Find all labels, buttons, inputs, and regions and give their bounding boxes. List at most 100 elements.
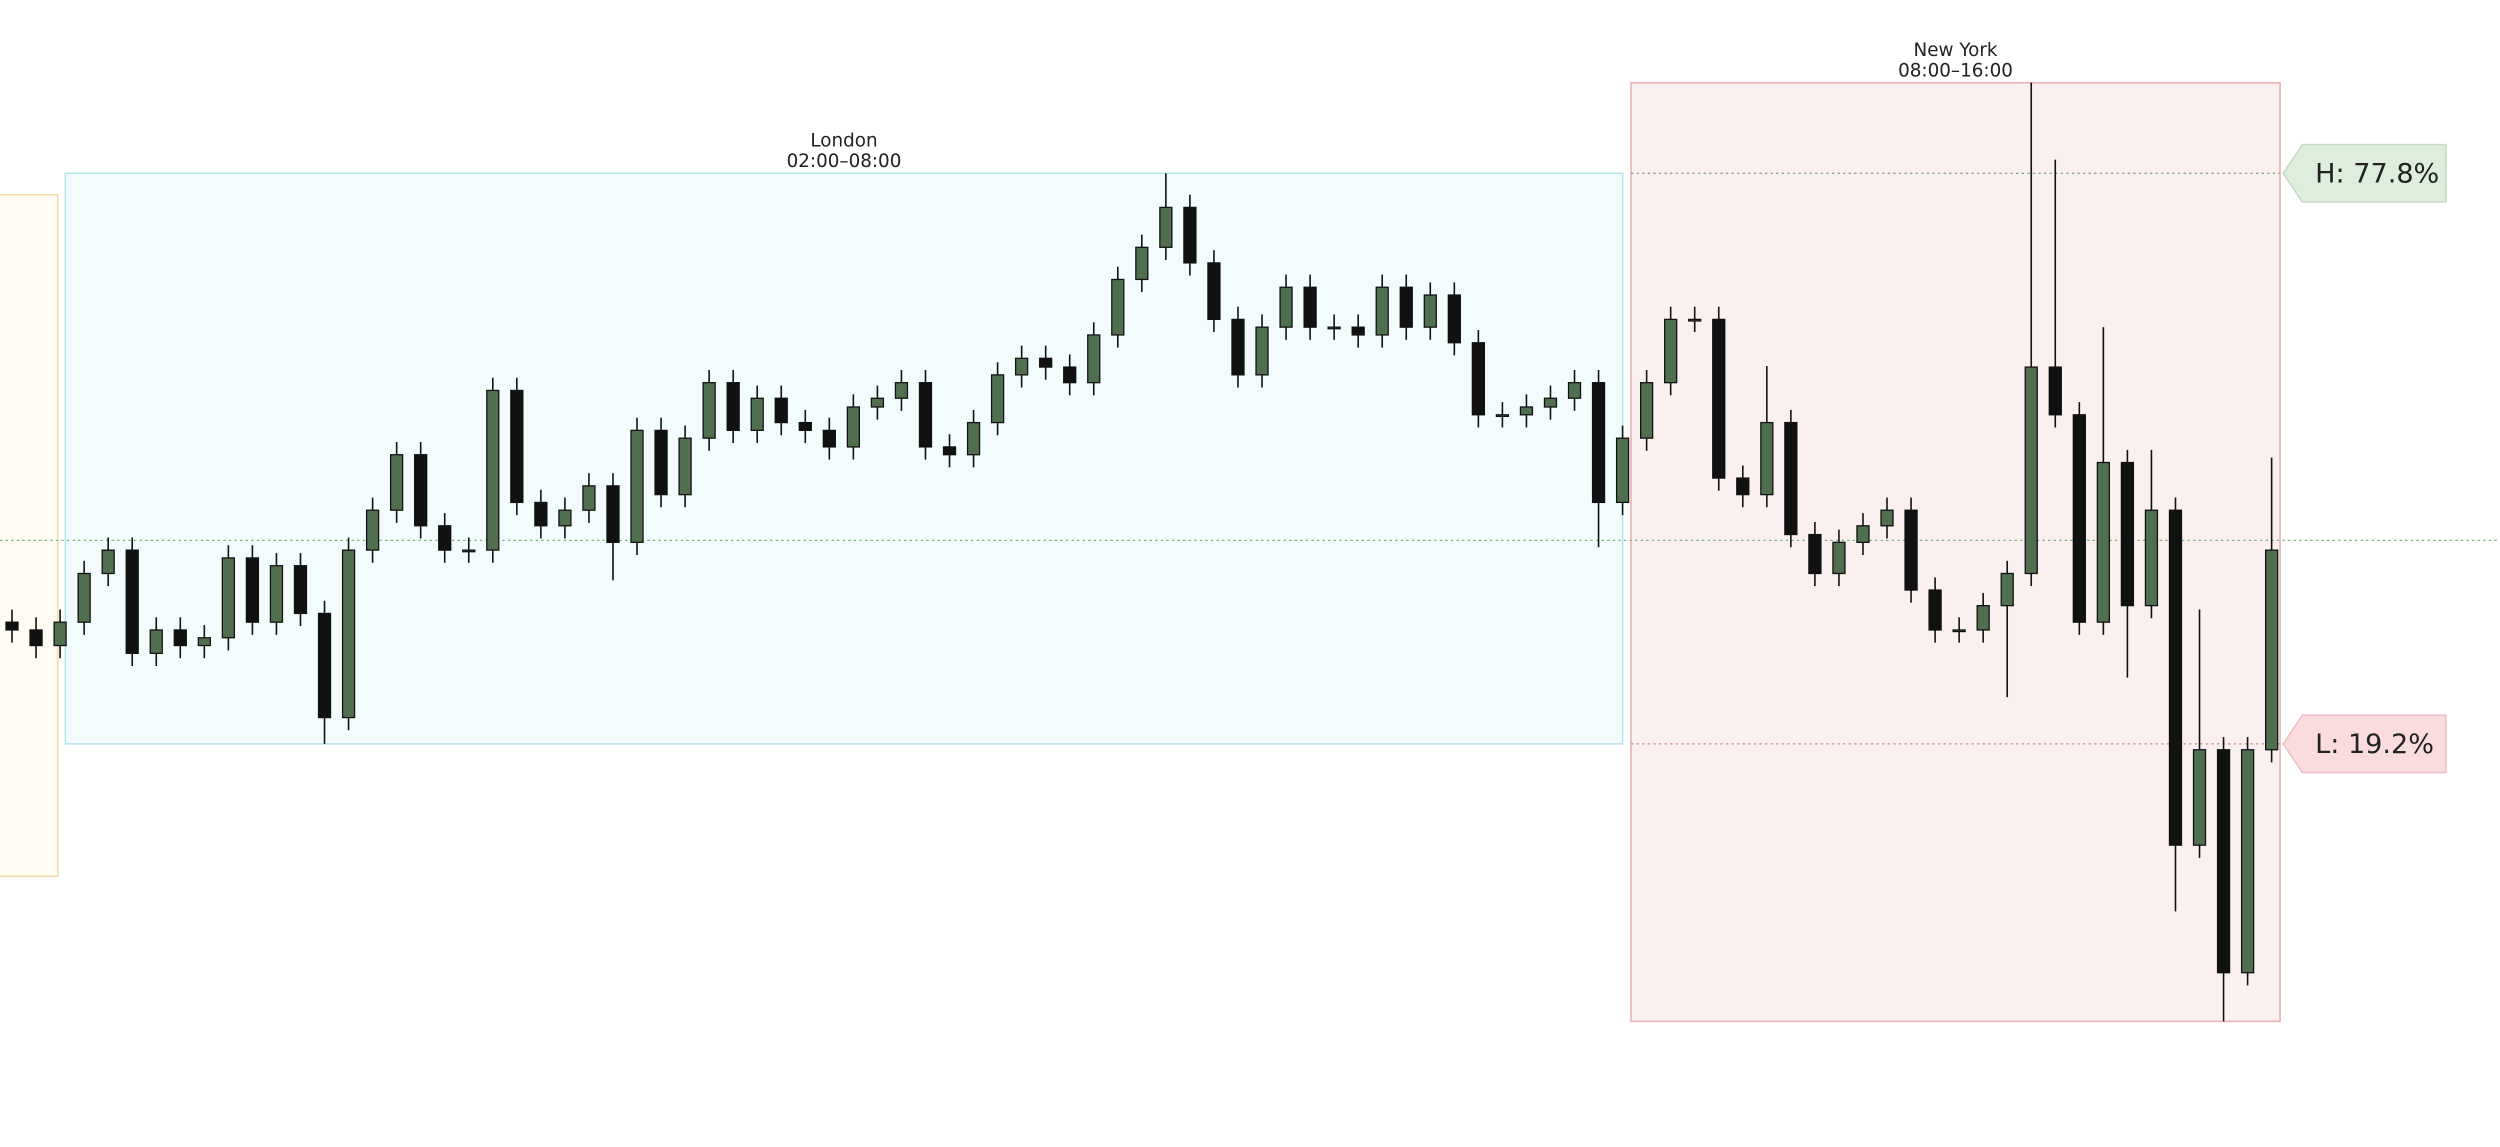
candle-body xyxy=(1519,406,1534,416)
candle-body xyxy=(2048,366,2062,416)
candle-body xyxy=(1063,366,1077,384)
candle-body xyxy=(125,549,139,654)
candle-body xyxy=(1928,589,1942,631)
candle-body xyxy=(702,382,716,439)
candle-body xyxy=(1495,414,1510,418)
level-label: L: 19.2% xyxy=(2315,729,2434,760)
candle-body xyxy=(1688,318,1702,322)
session-time: 08:00–16:00 xyxy=(1898,61,2013,82)
session-box xyxy=(1630,81,2281,1023)
candle-body xyxy=(173,629,187,647)
candle-body xyxy=(53,621,67,647)
candle-body xyxy=(1183,206,1197,264)
candle-body xyxy=(1952,629,1966,633)
candle-body xyxy=(1471,342,1486,416)
candle-body xyxy=(341,549,356,719)
level-tag xyxy=(2282,714,2447,774)
sessions xyxy=(0,81,2281,1023)
candle-body xyxy=(942,446,957,456)
candle-body xyxy=(630,429,644,543)
candle-body xyxy=(1087,334,1101,384)
candle-body xyxy=(1543,397,1558,408)
candle-body xyxy=(1111,278,1125,336)
session-time: 02:00–08:00 xyxy=(787,151,902,172)
candles xyxy=(5,82,2279,1022)
candle-body xyxy=(1736,477,1750,496)
candle-body xyxy=(534,501,548,527)
candle-body xyxy=(1856,525,1870,543)
candle-body xyxy=(1135,246,1149,281)
candle-body xyxy=(269,565,284,623)
candle-body xyxy=(389,454,404,511)
candle-body xyxy=(1255,326,1269,376)
candle-body xyxy=(2216,749,2231,974)
candle-body xyxy=(1712,318,1726,479)
candle-body xyxy=(1039,357,1053,368)
candle-body xyxy=(822,429,836,448)
candle-body xyxy=(2192,749,2207,846)
candle-body xyxy=(2240,749,2255,974)
candle-body xyxy=(438,525,452,551)
candle-body xyxy=(1375,286,1389,336)
candle-body xyxy=(1014,357,1029,376)
candle-body xyxy=(798,421,812,432)
candle-body xyxy=(1760,421,1774,496)
candle-body xyxy=(918,382,933,448)
session-box xyxy=(64,172,1624,745)
candle-body xyxy=(1279,286,1293,328)
candle-body xyxy=(1664,318,1678,384)
candle-body xyxy=(1976,604,1990,631)
candle-body xyxy=(5,621,19,631)
candle-body xyxy=(654,429,668,496)
candle-body xyxy=(245,557,260,623)
candle-body xyxy=(2024,366,2038,575)
candle-body xyxy=(149,629,163,654)
candle-body xyxy=(1399,286,1413,328)
candle-body xyxy=(1303,286,1317,328)
candle-body xyxy=(1591,382,1606,504)
session-box xyxy=(0,193,59,878)
candle-body xyxy=(558,509,572,527)
candle-body xyxy=(1207,262,1221,321)
level-label: H: 77.8% xyxy=(2315,158,2439,189)
candle-body xyxy=(1832,541,1846,575)
candle-body xyxy=(2264,549,2279,751)
candle-body xyxy=(1880,509,1894,527)
candle-body xyxy=(606,485,620,543)
candle-body xyxy=(293,565,308,615)
session-name: London xyxy=(810,130,877,151)
candle-body xyxy=(1567,382,1582,399)
candle-body xyxy=(1423,294,1437,328)
candle-body xyxy=(2120,461,2135,607)
candle-body xyxy=(2168,509,2183,846)
candle-body xyxy=(221,557,236,639)
candle-body xyxy=(2096,461,2111,623)
candle-body xyxy=(1351,326,1365,336)
candle-body xyxy=(462,549,476,553)
candle-body xyxy=(870,397,885,408)
candle-body xyxy=(582,485,596,511)
candle-body xyxy=(1231,318,1245,376)
candle-body xyxy=(1159,206,1173,248)
candle-body xyxy=(1615,437,1630,504)
candle-body xyxy=(2072,414,2086,623)
candle-body xyxy=(726,382,740,432)
candle-body xyxy=(486,389,500,551)
candle-body xyxy=(846,406,861,448)
candle-body xyxy=(317,612,332,719)
candle-body xyxy=(414,454,428,527)
session-name: New York xyxy=(1914,40,1998,61)
candle-body xyxy=(510,389,524,504)
candle-body xyxy=(750,397,764,432)
level-tag xyxy=(2282,143,2447,203)
candle-body xyxy=(2000,572,2014,607)
candle-body xyxy=(1904,509,1918,591)
candle-body xyxy=(365,509,380,551)
candle-body xyxy=(678,437,692,496)
candle-body xyxy=(29,629,43,647)
candle-body xyxy=(77,572,91,623)
candle-body xyxy=(101,549,115,575)
